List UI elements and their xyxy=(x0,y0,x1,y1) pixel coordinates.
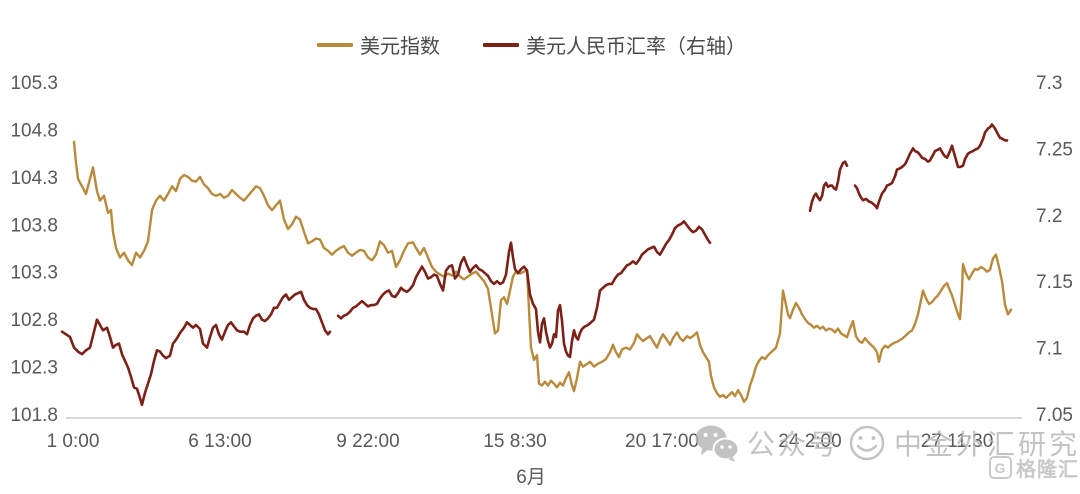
legend-item-usdcny: 美元人民币汇率（右轴） xyxy=(483,30,746,59)
y-left-tick-label: 105.3 xyxy=(10,73,58,94)
series-line-usdcny xyxy=(336,220,712,359)
y-right-tick-label: 7.1 xyxy=(1036,339,1062,360)
y-right-tick-label: 7.15 xyxy=(1036,272,1073,293)
gelonghui-logo: G 格隆汇 xyxy=(989,453,1079,482)
y-right-tick-label: 7.05 xyxy=(1036,405,1073,426)
y-left-tick-label: 103.8 xyxy=(10,215,58,236)
y-right-tick-label: 7.25 xyxy=(1036,139,1073,160)
y-left-tick-label: 104.8 xyxy=(10,120,58,141)
watermark-prefix: 公众号 xyxy=(747,429,841,460)
x-tick-label: 24 2:00 xyxy=(778,431,841,452)
series-line-usd-index xyxy=(72,140,1013,403)
x-tick-label: 9 22:00 xyxy=(336,431,399,452)
wechat-icon xyxy=(695,425,740,462)
gelonghui-g-icon: G xyxy=(989,456,1012,479)
x-tick-label: 1 0:00 xyxy=(47,431,100,452)
legend-label-usdcny: 美元人民币汇率（右轴） xyxy=(526,36,746,58)
y-left-tick-label: 102.3 xyxy=(10,358,58,379)
y-left-tick-label: 102.8 xyxy=(10,310,58,331)
smiley-icon xyxy=(849,425,885,461)
y-left-tick-label: 104.3 xyxy=(10,168,58,189)
y-left-tick-label: 101.8 xyxy=(10,405,58,426)
legend-swatch-gold xyxy=(317,42,353,47)
y-right-tick-label: 7.2 xyxy=(1036,206,1062,227)
series-line-usdcny xyxy=(60,290,332,407)
legend-label-usd-index: 美元指数 xyxy=(360,36,440,58)
legend-swatch-darkred xyxy=(483,42,519,47)
series-line-usdcny xyxy=(853,123,1009,210)
legend-item-usd-index: 美元指数 xyxy=(317,30,440,59)
gelonghui-logo-text: 格隆汇 xyxy=(1016,459,1079,481)
watermark: 公众号 中金外汇研究 xyxy=(694,423,1080,463)
y-right-tick-label: 7.3 xyxy=(1036,73,1062,94)
x-axis-month-label: 6月 xyxy=(516,467,546,488)
x-tick-label: 20 17:00 xyxy=(625,431,699,452)
x-tick-label: 15 8:30 xyxy=(483,431,546,452)
watermark-name: 中金外汇研究 xyxy=(894,429,1080,460)
x-tick-label: 27 11:30 xyxy=(921,431,994,452)
x-tick-label: 6 13:00 xyxy=(188,431,251,452)
series-line-usdcny xyxy=(808,160,849,213)
y-left-tick-label: 103.3 xyxy=(10,263,58,284)
